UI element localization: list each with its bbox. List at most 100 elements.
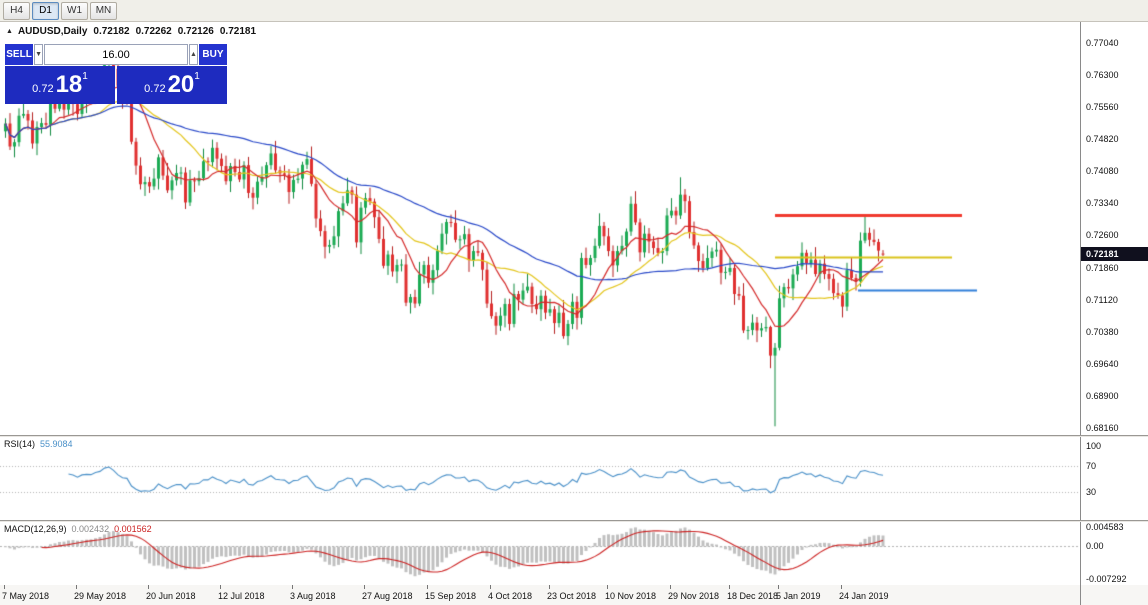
- time-axis-row: 7 May 2018 29 May 2018 20 Jun 2018 12 Jul 2…: [0, 585, 1148, 605]
- macd-value-main: 0.002432: [71, 524, 110, 534]
- sell-price-pips: 18: [55, 71, 83, 98]
- trade-panel-prices: 0.72 18 1 0.72 20 1: [5, 66, 227, 104]
- time-axis-label: 20 Jun 2018: [146, 591, 196, 601]
- time-axis-label: 29 Nov 2018: [668, 591, 720, 601]
- buy-price-point: 1: [194, 71, 200, 82]
- price-axis-label: 0.73340: [1086, 198, 1119, 208]
- sell-price-base: 0.72: [32, 82, 54, 95]
- time-axis-tick: [490, 585, 491, 589]
- time-axis-label: 4 Oct 2018: [488, 591, 533, 601]
- price-axis-label: 0.71120: [1086, 295, 1118, 305]
- price-axis-label: 0.74080: [1086, 166, 1119, 176]
- ohlc-close: 0.72181: [219, 26, 257, 37]
- axis-corner: [1080, 585, 1148, 605]
- price-axis-label: 0.74820: [1086, 134, 1119, 144]
- rsi-label: RSI(14) 55.9084: [4, 439, 73, 449]
- time-axis-tick: [778, 585, 779, 589]
- time-axis-label: 24 Jan 2019: [839, 591, 889, 601]
- time-axis-label: 3 Aug 2018: [290, 591, 336, 601]
- time-axis-tick: [841, 585, 842, 589]
- macd-name: MACD(12,26,9): [4, 524, 67, 534]
- volume-increase-button[interactable]: ▲: [189, 44, 198, 65]
- buy-price-base: 0.72: [144, 82, 166, 95]
- sell-button[interactable]: SELL: [5, 44, 34, 65]
- time-axis-tick: [220, 585, 221, 589]
- sell-price-display[interactable]: 0.72 18 1: [5, 66, 115, 104]
- time-axis-label: 23 Oct 2018: [547, 591, 597, 601]
- time-axis-label: 29 May 2018: [74, 591, 127, 601]
- macd-axis[interactable]: 0.004583 0.00 -0.007292: [1080, 522, 1148, 585]
- time-axis-label: 7 May 2018: [2, 591, 50, 601]
- time-axis-tick: [729, 585, 730, 589]
- time-axis-tick: [670, 585, 671, 589]
- price-axis-label: 0.77040: [1086, 38, 1119, 48]
- time-axis-label: 5 Jan 2019: [776, 591, 821, 601]
- price-axis-label: 0.70380: [1086, 327, 1119, 337]
- time-axis-tick: [607, 585, 608, 589]
- time-axis-tick: [76, 585, 77, 589]
- price-axis[interactable]: 0.77040 0.76300 0.75560 0.74820 0.74080 0.733…: [1080, 22, 1148, 435]
- timeframe-button-h4[interactable]: H4: [3, 1, 30, 20]
- time-axis-tick: [4, 585, 5, 589]
- time-axis-label: 18 Dec 2018: [727, 591, 779, 601]
- time-axis-tick: [549, 585, 550, 589]
- timeframe-button-d1[interactable]: D1: [32, 1, 59, 20]
- trade-panel-controls: SELL ▼ ▲ BUY: [5, 44, 227, 65]
- timeframe-toolbar: H4 D1 W1 MN: [0, 0, 1148, 22]
- timeframe-button-w1[interactable]: W1: [61, 1, 88, 20]
- time-axis[interactable]: 7 May 2018 29 May 2018 20 Jun 2018 12 Jul 2…: [0, 585, 1080, 605]
- time-axis-tick: [364, 585, 365, 589]
- ohlc-low: 0.72126: [177, 26, 214, 37]
- macd-axis-label: -0.007292: [1086, 574, 1127, 584]
- price-axis-label: 0.68160: [1086, 423, 1119, 433]
- time-axis-tick: [427, 585, 428, 589]
- macd-label: MACD(12,26,9) 0.002432 0.001562: [4, 524, 152, 534]
- sell-price-point: 1: [82, 71, 88, 82]
- macd-panel-row: MACD(12,26,9) 0.002432 0.001562 0.004583…: [0, 522, 1148, 585]
- rsi-name: RSI(14): [4, 439, 36, 449]
- time-axis-label: 12 Jul 2018: [218, 591, 265, 601]
- ohlc-high: 0.72262: [135, 26, 172, 37]
- rsi-axis[interactable]: 100 70 30: [1080, 437, 1148, 520]
- time-axis-label: 10 Nov 2018: [605, 591, 657, 601]
- time-axis-label: 15 Sep 2018: [425, 591, 477, 601]
- volume-decrease-button[interactable]: ▼: [34, 44, 43, 65]
- chart-symbol: AUDUSD,Daily: [17, 26, 88, 37]
- price-axis-label: 0.75560: [1086, 102, 1119, 112]
- panel-splitter[interactable]: [0, 520, 1148, 522]
- current-price-tag: 0.72181: [1081, 247, 1148, 261]
- price-axis-label: 0.76300: [1086, 70, 1119, 80]
- buy-price-display[interactable]: 0.72 20 1: [117, 66, 227, 104]
- ohlc-open: 0.72182: [93, 26, 130, 37]
- panel-splitter[interactable]: [0, 435, 1148, 437]
- rsi-chart-canvas[interactable]: [0, 437, 1080, 520]
- one-click-panel-toggle-icon[interactable]: ▲: [6, 28, 13, 35]
- rsi-axis-label: 70: [1086, 461, 1097, 471]
- macd-axis-label: 0.004583: [1086, 522, 1124, 532]
- rsi-axis-label: 100: [1086, 441, 1102, 451]
- macd-axis-label: 0.00: [1086, 541, 1104, 551]
- timeframe-button-mn[interactable]: MN: [90, 1, 117, 20]
- price-axis-label: 0.69640: [1086, 359, 1119, 369]
- time-axis-tick: [292, 585, 293, 589]
- main-chart-row: ▲ AUDUSD,Daily 0.72182 0.72262 0.72126 0…: [0, 22, 1148, 435]
- rsi-value: 55.9084: [40, 439, 73, 449]
- main-chart-area[interactable]: ▲ AUDUSD,Daily 0.72182 0.72262 0.72126 0…: [0, 22, 1080, 435]
- buy-price-pips: 20: [167, 71, 195, 98]
- buy-button[interactable]: BUY: [198, 44, 227, 65]
- time-axis-label: 27 Aug 2018: [362, 591, 413, 601]
- one-click-trade-panel: SELL ▼ ▲ BUY 0.72 18 1 0.72 20 1: [5, 44, 227, 104]
- chart-title: ▲ AUDUSD,Daily 0.72182 0.72262 0.72126 0…: [6, 26, 256, 37]
- rsi-axis-label: 30: [1086, 487, 1097, 497]
- macd-panel[interactable]: MACD(12,26,9) 0.002432 0.001562: [0, 522, 1080, 585]
- rsi-panel[interactable]: RSI(14) 55.9084: [0, 437, 1080, 520]
- price-axis-label: 0.68900: [1086, 391, 1119, 401]
- price-axis-label: 0.71860: [1086, 263, 1119, 273]
- macd-chart-canvas[interactable]: [0, 522, 1080, 585]
- price-axis-label: 0.72600: [1086, 230, 1119, 240]
- time-axis-tick: [148, 585, 149, 589]
- rsi-panel-row: RSI(14) 55.9084 100 70 30: [0, 437, 1148, 520]
- volume-input[interactable]: [44, 44, 188, 65]
- macd-value-signal: 0.001562: [114, 524, 152, 534]
